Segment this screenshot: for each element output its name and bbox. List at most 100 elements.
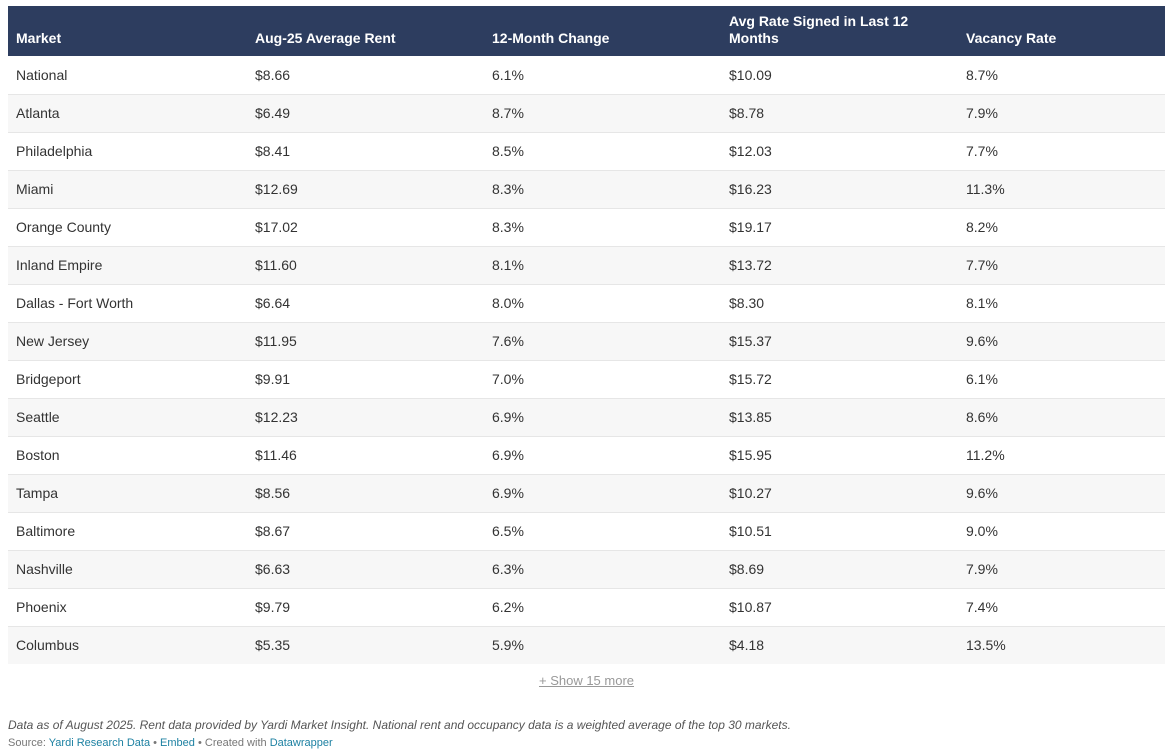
market-cell: National [16,66,68,83]
value-cell: $8.66 [255,66,291,83]
value-cell: 11.3% [966,181,1005,197]
market-cell: Inland Empire [16,257,103,273]
value-cell: 6.5% [492,523,524,539]
table-row: Phoenix $9.79 6.2% $10.87 7.4% [8,588,1165,626]
table-row: Miami $12.69 8.3% $16.23 11.3% [8,170,1165,208]
table-header: Market Aug-25 Average Rent 12-Month Change… [8,6,1165,56]
value-cell: 8.2% [966,219,998,235]
value-cell: 6.9% [492,447,524,463]
value-cell: $9.91 [255,371,291,387]
chart-footer: Source: Yardi Research Data • Embed • Cr… [8,737,333,749]
column-header: Vacancy Rate [966,30,1057,46]
market-cell: Atlanta [16,105,60,121]
value-cell: 6.3% [492,561,524,577]
value-cell: 6.9% [492,485,524,501]
value-cell: $12.03 [729,143,772,159]
source-prefix: Source: [8,737,49,749]
source-link[interactable]: Yardi Research Data [48,737,151,749]
table-row: Orange County $17.02 8.3% $19.17 8.2% [8,208,1165,246]
value-cell: 8.1% [966,295,998,311]
header-row: Market Aug-25 Average Rent 12-Month Change… [8,6,1165,56]
value-cell: 7.9% [966,105,998,121]
value-cell: $10.87 [729,599,772,615]
value-cell: $11.95 [255,333,297,349]
value-cell: 7.7% [966,143,998,159]
market-cell: Phoenix [16,599,67,615]
market-cell: Philadelphia [16,143,93,159]
value-cell: 5.9% [492,637,524,654]
market-cell: Miami [16,181,54,197]
value-cell: $4.18 [729,637,765,654]
value-cell: 8.7% [966,66,998,83]
value-cell: $8.30 [729,295,765,311]
table-row: Tampa $8.56 6.9% $10.27 9.6% [8,474,1165,512]
value-cell: $13.85 [729,409,772,425]
market-cell: Nashville [16,561,73,577]
show-more-link[interactable]: + Show 15 more [538,673,635,688]
value-cell: 7.9% [966,561,998,577]
value-cell: $10.27 [729,485,772,501]
value-cell: 9.0% [966,523,998,539]
table-row: Bridgeport $9.91 7.0% $15.72 6.1% [8,360,1165,398]
market-cell: Boston [16,447,60,463]
value-cell: $8.41 [255,143,291,159]
value-cell: $15.72 [729,371,772,387]
value-cell: $10.51 [729,523,772,539]
value-cell: $12.23 [255,409,298,425]
value-cell: $8.56 [255,485,291,501]
value-cell: 8.5% [492,143,524,159]
value-cell: 8.6% [966,409,998,425]
value-cell: $8.78 [729,105,765,121]
created-prefix: • Created with [194,737,270,749]
table-row: Columbus $5.35 5.9% $4.18 13.5% [8,626,1165,664]
table-row: Baltimore $8.67 6.5% $10.51 9.0% [8,512,1165,550]
market-cell: Seattle [16,409,60,425]
market-cell: Tampa [16,485,59,501]
value-cell: $8.69 [729,561,765,577]
value-cell: 6.9% [492,409,524,425]
table-row: Philadelphia $8.41 8.5% $12.03 7.7% [8,132,1165,170]
value-cell: $17.02 [255,219,298,235]
datawrapper-link[interactable]: Datawrapper [269,737,333,749]
value-cell: 8.7% [492,105,524,121]
market-cell: Columbus [16,637,80,654]
value-cell: 9.6% [966,485,998,501]
value-cell: 9.6% [966,333,998,349]
value-cell: 11.2% [966,447,1005,463]
value-cell: 7.7% [966,257,998,273]
table-row: National $8.66 6.1% $10.09 8.7% [8,56,1165,94]
rent-table: Market Aug-25 Average Rent 12-Month Change… [8,6,1165,664]
value-cell: 7.4% [966,599,998,615]
value-cell: $13.72 [729,257,772,273]
table-row: New Jersey $11.95 7.6% $15.37 9.6% [8,322,1165,360]
column-header: Avg Rate Signed in Last 12 Months [729,13,909,46]
value-cell: $11.46 [255,447,297,463]
value-cell: $12.69 [255,181,298,197]
table-row: Nashville $6.63 6.3% $8.69 7.9% [8,550,1165,588]
value-cell: 6.1% [492,66,524,83]
column-header: Aug-25 Average Rent [255,30,396,46]
table-body: National $8.66 6.1% $10.09 8.7% Atlanta $6.49 8… [8,56,1165,664]
value-cell: $19.17 [729,219,772,235]
table-row: Dallas - Fort Worth $6.64 8.0% $8.30 8.1% [8,284,1165,322]
value-cell: $5.35 [255,637,291,654]
table-row: Inland Empire $11.60 8.1% $13.72 7.7% [8,246,1165,284]
value-cell: 8.3% [492,181,524,197]
chart-notes: Data as of August 2025. Rent data provid… [8,718,791,732]
value-cell: 7.0% [492,371,524,387]
value-cell: $8.67 [255,523,291,539]
table-row: Boston $11.46 6.9% $15.95 11.2% [8,436,1165,474]
value-cell: 7.6% [492,333,524,349]
market-cell: New Jersey [16,333,90,349]
value-cell: $15.95 [729,447,772,463]
value-cell: 8.3% [492,219,524,235]
table-row: Atlanta $6.49 8.7% $8.78 7.9% [8,94,1165,132]
embed-link[interactable]: Embed [160,737,195,749]
table-row: Seattle $12.23 6.9% $13.85 8.6% [8,398,1165,436]
market-cell: Orange County [16,219,111,235]
column-header: Market [16,30,62,46]
value-cell: 6.2% [492,599,524,615]
value-cell: $6.64 [255,295,291,311]
value-cell: $9.79 [255,599,291,615]
value-cell: $10.09 [729,66,772,83]
